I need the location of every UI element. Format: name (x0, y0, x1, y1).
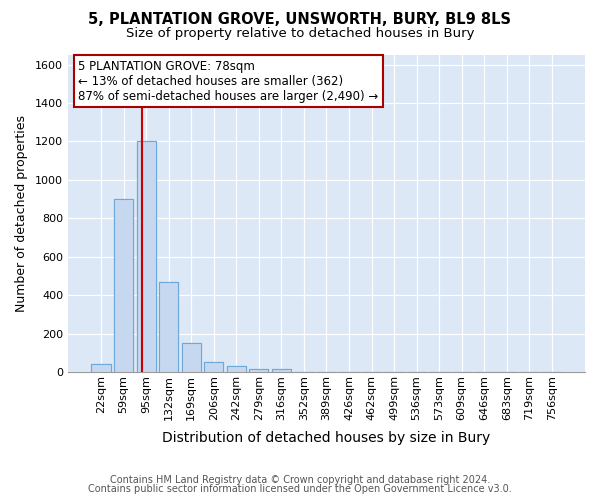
Bar (272, 368, 291, 372)
Bar (137, 142, 155, 372)
Text: Size of property relative to detached houses in Bury: Size of property relative to detached ho… (126, 28, 474, 40)
Bar (249, 369, 268, 372)
Bar (227, 366, 246, 372)
Bar (159, 282, 178, 372)
Bar (137, 142, 155, 372)
Bar (91, 364, 110, 372)
Bar (159, 282, 178, 372)
Y-axis label: Number of detached properties: Number of detached properties (15, 115, 28, 312)
Bar (272, 368, 291, 372)
Text: 5, PLANTATION GROVE, UNSWORTH, BURY, BL9 8LS: 5, PLANTATION GROVE, UNSWORTH, BURY, BL9… (89, 12, 511, 28)
Bar (227, 366, 246, 372)
Bar (114, 199, 133, 372)
Bar (182, 343, 201, 372)
Text: Contains public sector information licensed under the Open Government Licence v3: Contains public sector information licen… (88, 484, 512, 494)
Text: 5 PLANTATION GROVE: 78sqm
← 13% of detached houses are smaller (362)
87% of semi: 5 PLANTATION GROVE: 78sqm ← 13% of detac… (78, 60, 379, 103)
X-axis label: Distribution of detached houses by size in Bury: Distribution of detached houses by size … (163, 431, 491, 445)
Bar (91, 364, 110, 372)
Bar (182, 343, 201, 372)
Text: Contains HM Land Registry data © Crown copyright and database right 2024.: Contains HM Land Registry data © Crown c… (110, 475, 490, 485)
Bar (114, 199, 133, 372)
Bar (204, 362, 223, 372)
Bar (204, 362, 223, 372)
Bar (249, 369, 268, 372)
